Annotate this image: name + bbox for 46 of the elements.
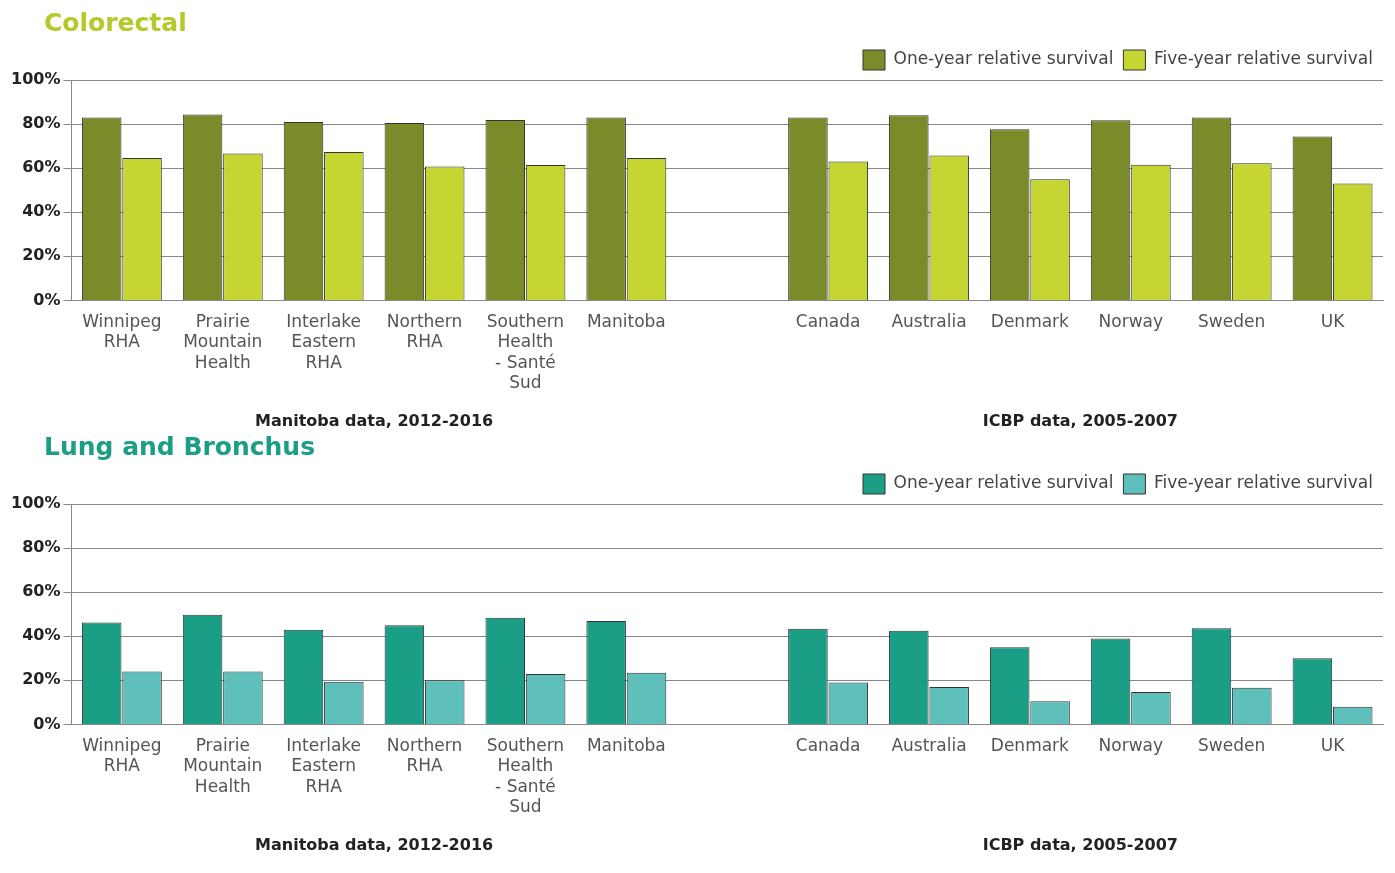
text: ICBP data, 2005-2007 bbox=[982, 411, 1178, 431]
x-tick-label: Interlake Eastern RHA bbox=[286, 311, 362, 372]
x-tick-label: Sweden bbox=[1198, 311, 1266, 332]
x-tick-label: Southern Health - Santé Sud bbox=[486, 735, 565, 817]
x-tick-label: Norway bbox=[1098, 735, 1164, 756]
x-tick-label: Winnipeg RHA bbox=[82, 311, 162, 352]
y-tick-label: 40% bbox=[22, 625, 61, 645]
y-tick-label: 0% bbox=[33, 713, 61, 733]
x-tick-label: Prairie Mountain Health bbox=[183, 311, 263, 372]
x-tick-label: Manitoba bbox=[586, 735, 666, 756]
y-tick-label: 80% bbox=[22, 113, 61, 133]
x-tick-label: Australia bbox=[891, 735, 967, 756]
x-tick-label: Australia bbox=[891, 311, 967, 332]
text: Manitoba data, 2012-2016 bbox=[255, 835, 494, 855]
x-tick-label: Canada bbox=[795, 311, 861, 332]
chart-title: Colorectal bbox=[44, 8, 188, 39]
y-tick-label: 20% bbox=[22, 669, 61, 689]
x-tick-label: Prairie Mountain Health bbox=[183, 735, 263, 796]
x-tick-label: Northern RHA bbox=[386, 735, 463, 776]
x-tick-label: Denmark bbox=[990, 311, 1070, 332]
x-tick-label: Interlake Eastern RHA bbox=[286, 735, 362, 796]
x-tick-label: UK bbox=[1320, 735, 1346, 756]
legend-label: Five-year relative survival bbox=[1153, 472, 1374, 493]
y-tick-label: 100% bbox=[10, 493, 61, 513]
x-tick-label: Southern Health - Santé Sud bbox=[486, 311, 565, 393]
x-tick-label: Northern RHA bbox=[386, 311, 463, 352]
y-tick-label: 60% bbox=[22, 157, 61, 177]
text: ICBP data, 2005-2007 bbox=[982, 835, 1178, 855]
x-tick-label: Manitoba bbox=[586, 311, 666, 332]
y-tick-label: 20% bbox=[22, 245, 61, 265]
x-tick-label: Canada bbox=[795, 735, 861, 756]
y-tick-label: 100% bbox=[10, 69, 61, 89]
y-tick-label: 80% bbox=[22, 537, 61, 557]
legend-label: Five-year relative survival bbox=[1153, 48, 1374, 69]
legend-label: One-year relative survival bbox=[893, 472, 1114, 493]
x-tick-label: Winnipeg RHA bbox=[82, 735, 162, 776]
y-tick-label: 60% bbox=[22, 581, 61, 601]
x-tick-label: UK bbox=[1320, 311, 1346, 332]
x-tick-label: Sweden bbox=[1198, 735, 1266, 756]
y-tick-label: 40% bbox=[22, 201, 61, 221]
legend-label: One-year relative survival bbox=[893, 48, 1114, 69]
x-tick-label: Norway bbox=[1098, 311, 1164, 332]
text: Manitoba data, 2012-2016 bbox=[255, 411, 494, 431]
x-tick-label: Denmark bbox=[990, 735, 1070, 756]
chart-title: Lung and Bronchus bbox=[44, 432, 317, 463]
y-tick-label: 0% bbox=[33, 289, 61, 309]
